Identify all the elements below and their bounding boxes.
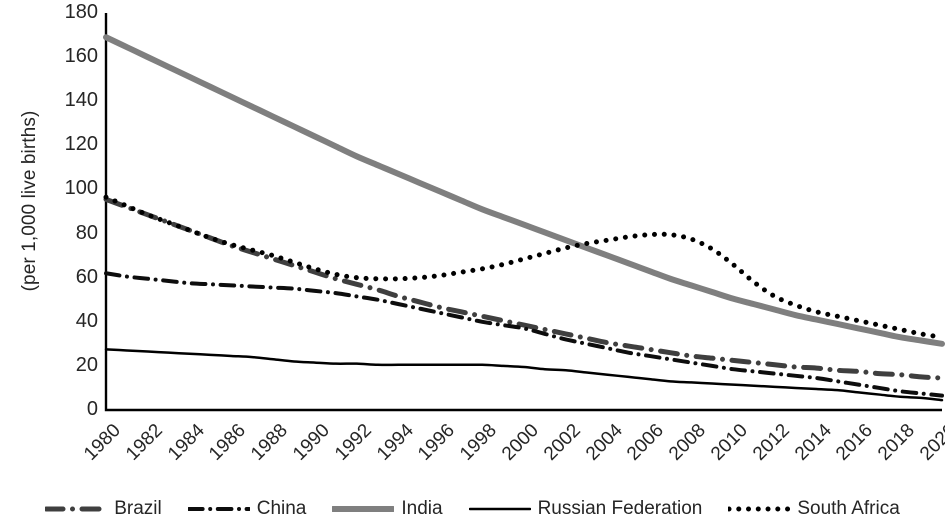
legend-item-china[interactable]: China: [187, 497, 307, 520]
y-tick-label: 180: [64, 1, 98, 23]
series-line-china: [104, 271, 944, 398]
legend-item-india[interactable]: India: [332, 497, 443, 520]
y-tick-label: 20: [75, 353, 98, 376]
dash-dot-swatch-black: [187, 506, 250, 511]
y-axis-tick-labels: 180 160 140 120 100 80 60 40 20 0: [42, 0, 98, 430]
y-tick-label: 120: [64, 133, 98, 156]
legend-label: India: [401, 497, 443, 519]
series-line-brazil: [103, 196, 945, 381]
dotted-swatch-black: [728, 506, 791, 511]
legend-label: China: [256, 497, 307, 519]
y-tick-label: 140: [64, 89, 98, 112]
x-axis-tick-labels: 1980 1982 1984 1986 1988 1990 1992 1994 1996 1998…: [80, 420, 945, 465]
legend-label: South Africa: [797, 497, 900, 519]
legend-item-brazil[interactable]: Brazil: [45, 498, 162, 520]
chart-axes: [104, 13, 942, 412]
y-tick-label: 40: [75, 309, 98, 332]
y-tick-label: 100: [64, 177, 98, 200]
legend-label: Brazil: [114, 497, 162, 519]
solid-thick-swatch-gray: [332, 505, 395, 512]
dash-dot-swatch-dark-gray: [45, 506, 108, 511]
y-tick-label: 80: [75, 221, 98, 244]
legend-item-south-africa[interactable]: South Africa: [728, 497, 900, 520]
series-line-india: [103, 34, 945, 347]
chart-legend: Brazil China India Russian Federation South …: [0, 489, 945, 528]
series-line-russian-federation: [104, 348, 944, 402]
y-tick-label: 0: [86, 398, 98, 420]
y-tick-label: 160: [64, 45, 98, 68]
y-tick-label: 60: [75, 265, 98, 288]
legend-label: Russian Federation: [537, 497, 703, 519]
series-line-south-africa: [103, 194, 945, 340]
solid-thin-swatch-black: [468, 507, 531, 510]
legend-item-russian-federation[interactable]: Russian Federation: [468, 497, 703, 520]
